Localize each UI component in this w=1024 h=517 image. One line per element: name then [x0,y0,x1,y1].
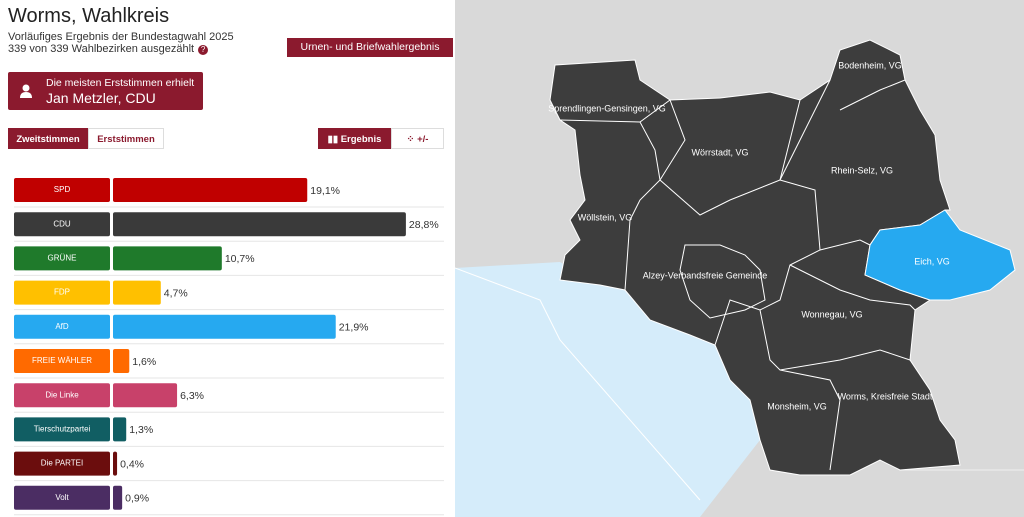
value-label: 4,7% [164,287,188,299]
bar [113,349,130,373]
results-panel: Worms, Wahlkreis Vorläufiges Ergebnis de… [0,0,455,517]
party-label-box [14,314,110,339]
party-label-box [14,212,110,237]
view-tab[interactable]: ⁘ +/- [391,128,444,149]
value-label: 21,9% [339,322,369,334]
bar [113,383,178,408]
party-name: Volt [55,493,69,502]
bar [113,280,161,305]
status-text: 339 von 339 Wahlbezirken ausgezählt [8,43,195,55]
view-tab-label: Ergebnis [340,134,382,145]
view-tab-label: +/- [417,134,429,145]
region-label: Alzey-Verbandsfreie Gemeinde [643,270,768,280]
person-icon [20,84,32,98]
party-name: Die PARTEI [41,459,83,468]
diff-icon: ⁘ [406,134,418,145]
party-name: AfD [55,322,69,331]
value-label: 0,4% [120,458,144,470]
region-label: Bodenheim, VG [838,60,902,70]
party-name: FDP [54,288,70,297]
party-label-box [14,451,110,476]
mode-button[interactable]: Urnen- und Briefwahlergebnis [287,38,453,57]
bar-chart: SPD 19,1% CDU 28,8% GRÜNE 10,7% FDP 4,7% AfD 21,9… [14,178,444,516]
value-label: 10,7% [225,253,255,265]
value-label: 19,1% [310,185,340,197]
region-label: Wöllstein, VG [578,212,633,222]
title: Worms, Wahlkreis [8,5,170,27]
party-name: GRÜNE [48,254,77,263]
bar [113,212,406,237]
value-label: 1,3% [129,424,153,436]
value-label: 1,6% [132,356,156,368]
party-label-box [14,417,110,442]
winner-name: Jan Metzler, CDU [46,90,156,106]
region-label: Wonnegau, VG [801,309,862,319]
boundary [455,267,701,501]
value-label: 28,8% [409,219,439,231]
bar [113,485,123,510]
winner-box: Die meisten Erststimmen erhielt Jan Metz… [8,72,203,110]
district [549,39,961,476]
party-name: CDU [53,219,71,228]
tab[interactable]: Erststimmen [88,128,164,149]
region-label: Monsheim, VG [767,401,827,411]
district-highlighted[interactable] [864,209,1016,301]
bar [113,451,118,476]
region-label: Sprendlingen-Gensingen, VG [548,103,666,113]
party-label-box [14,383,110,408]
subtitle: Vorläufiges Ergebnis der Bundestagwahl 2… [8,31,234,43]
party-label-box [14,349,110,373]
party-label-box [14,280,110,305]
view-tab-active[interactable]: ▮▮ Ergebnis [318,128,391,149]
region-label: Eich, VG [914,256,950,266]
region-label: Rhein-Selz, VG [831,165,893,175]
value-label: 0,9% [125,493,149,505]
party-label-box [14,178,110,202]
value-label: 6,3% [180,390,204,402]
party-name: Tierschutzpartei [34,425,91,434]
municipal-border [679,244,766,319]
party-name: FREIE WÄHLER [32,356,92,365]
map: Bodenheim, VG Sprendlingen-Gensingen, VG W… [455,0,1024,517]
chart-icon: ▮▮ [327,134,341,145]
municipal-borders [559,79,916,471]
winner-caption: Die meisten Erststimmen erhielt [46,77,195,89]
help-icon[interactable]: ? [198,45,209,55]
bar [113,417,127,442]
bar [113,246,222,271]
party-name: SPD [54,185,71,194]
bar [113,314,336,339]
party-label-box [14,485,110,510]
party-name: Die Linke [45,390,79,399]
region-label: Wörrstadt, VG [691,147,748,157]
status: 339 von 339 Wahlbezirken ausgezählt? [8,43,209,55]
tab-active[interactable]: Zweitstimmen [8,128,88,149]
water [455,262,760,517]
region-label: Worms, Kreisfreie Stadt [838,391,933,401]
party-label-box [14,246,110,271]
bar [113,178,308,202]
